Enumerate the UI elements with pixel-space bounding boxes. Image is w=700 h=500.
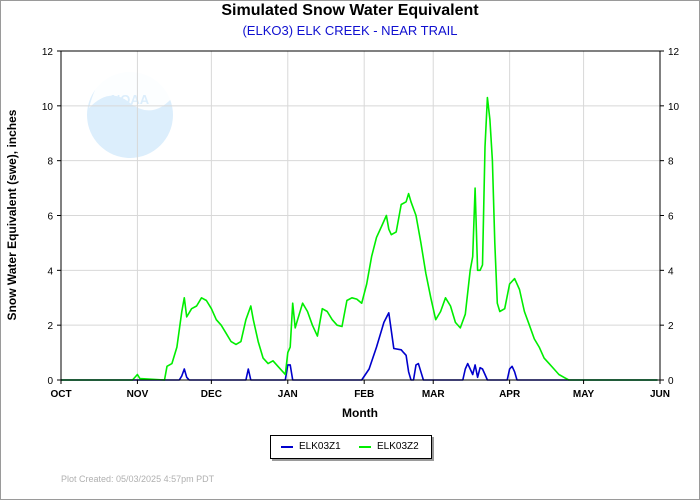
x-tick-label: APR — [499, 389, 521, 400]
y-tick-label-left: 10 — [42, 102, 54, 113]
y-axis-right: 0 2 4 6 8 10 12 — [660, 47, 680, 387]
x-tick-label: JUN — [650, 389, 670, 400]
y-tick-label-left: 4 — [47, 266, 53, 277]
y-tick-label-right: 6 — [668, 212, 674, 223]
y-tick-label-left: 0 — [47, 376, 53, 387]
x-axis-label: Month — [342, 406, 378, 420]
x-tick-label: OCT — [50, 389, 71, 400]
series-layer — [61, 96, 658, 381]
y-axis-label: Snow Water Equivalent (swe), inches — [5, 109, 19, 320]
legend-item-series2: ELK03Z2 — [359, 441, 419, 452]
series-line-elk03z1 — [61, 311, 658, 381]
chart-subtitle: (ELKO3) ELK CREEK - NEAR TRAIL — [242, 23, 458, 38]
x-tick-label: MAR — [422, 389, 446, 400]
y-tick-label-right: 0 — [668, 376, 674, 387]
legend-label-series1: ELK03Z1 — [299, 441, 341, 452]
x-axis: OCT NOV DEC JAN FEB MAR APR MAY JUN — [50, 380, 670, 400]
legend: ELK03Z1 ELK03Z2 — [270, 435, 432, 459]
logo-text: NOAA — [111, 92, 150, 107]
x-tick-label: JAN — [278, 389, 298, 400]
x-tick-label: MAY — [573, 389, 595, 400]
x-tick-label: DEC — [201, 389, 222, 400]
series-line-elk03z2 — [61, 96, 658, 381]
grid — [61, 51, 660, 380]
legend-item-series1: ELK03Z1 — [281, 441, 341, 452]
noaa-logo: NOAA — [87, 59, 173, 158]
y-tick-label-right: 4 — [668, 266, 674, 277]
y-tick-label-left: 12 — [42, 47, 54, 58]
legend-swatch-series2 — [359, 445, 371, 448]
y-tick-label-left: 8 — [47, 157, 53, 168]
x-tick-label: FEB — [354, 389, 374, 400]
x-tick-label: NOV — [127, 389, 149, 400]
legend-swatch-series1 — [281, 445, 293, 448]
y-tick-label-right: 12 — [668, 47, 680, 58]
legend-label-series2: ELK03Z2 — [377, 441, 419, 452]
y-tick-label-right: 10 — [668, 102, 680, 113]
y-tick-label-right: 8 — [668, 157, 674, 168]
y-tick-label-right: 2 — [668, 321, 674, 332]
plot-created-note: Plot Created: 05/03/2025 4:57pm PDT — [61, 474, 215, 484]
y-tick-label-left: 2 — [47, 321, 53, 332]
y-tick-label-left: 6 — [47, 212, 53, 223]
chart-title: Simulated Snow Water Equivalent — [221, 2, 479, 19]
y-axis-left: 0 2 4 6 8 10 12 — [42, 47, 61, 387]
